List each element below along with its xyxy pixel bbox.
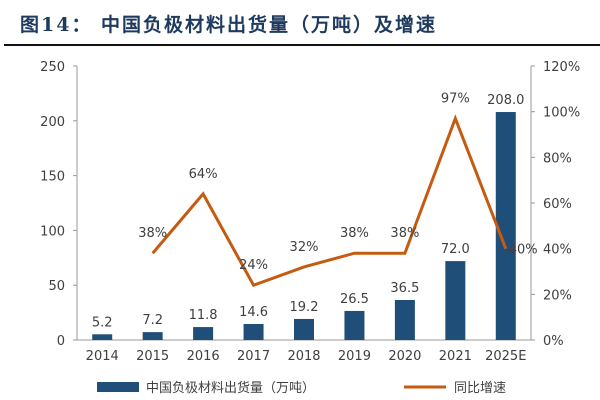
chart-title: 图14： 中国负极材料出货量（万吨）及增速 (20, 14, 438, 36)
line-label: 97% (441, 92, 470, 107)
bar (344, 310, 365, 340)
x-tick-label: 2021 (439, 349, 472, 364)
line-label: 38% (340, 226, 369, 241)
right-tick-label: 80% (543, 151, 572, 166)
right-tick-label: 60% (543, 197, 572, 212)
left-tick-label: 150 (40, 170, 65, 185)
bar (445, 261, 466, 340)
right-tick-label: 120% (543, 60, 580, 75)
bar (394, 299, 415, 340)
x-tick-label: 2015 (136, 349, 169, 364)
bar (294, 318, 314, 340)
left-tick-label: 0 (57, 334, 65, 349)
left-tick-label: 100 (40, 224, 65, 239)
growth-line (151, 114, 508, 288)
line-label: 32% (290, 240, 319, 255)
line-label: 24% (239, 258, 268, 273)
bar (92, 334, 113, 340)
right-tick-label: 0% (543, 334, 564, 349)
right-tick-label: 20% (543, 288, 572, 303)
legend-line-label: 同比增速 (454, 381, 506, 396)
x-tick-label: 2016 (187, 349, 220, 364)
bar-label: 19.2 (290, 300, 319, 315)
bar (243, 323, 264, 340)
x-tick-label: 2017 (237, 349, 270, 364)
bar-label: 208.0 (487, 93, 524, 108)
bar (495, 112, 516, 340)
x-tick-label: 2025E (485, 349, 526, 364)
left-tick-label: 250 (40, 60, 65, 75)
bar-label: 72.0 (441, 242, 470, 257)
line-label: 38% (138, 226, 167, 241)
left-tick-label: 50 (48, 279, 65, 294)
right-tick-label: 40% (543, 243, 572, 258)
bar-label: 7.2 (142, 313, 163, 328)
right-tick-label: 100% (543, 106, 580, 121)
bar-label: 26.5 (340, 292, 369, 307)
line-label: 64% (189, 167, 218, 182)
bar-label: 36.5 (390, 281, 419, 296)
bar-label: 11.8 (189, 308, 218, 323)
line-label: 38% (390, 226, 419, 241)
bar (193, 327, 214, 340)
x-tick-label: 2014 (86, 349, 119, 364)
legend-bar-label: 中国负极材料出货量（万吨） (146, 380, 315, 396)
line-label: 40% (509, 243, 538, 258)
x-tick-label: 2018 (287, 349, 320, 364)
bar-label: 5.2 (92, 315, 113, 330)
x-tick-label: 2019 (338, 349, 371, 364)
left-tick-label: 200 (40, 115, 65, 130)
bar (142, 332, 163, 340)
bar-label: 14.6 (239, 305, 268, 320)
title-divider (4, 44, 600, 46)
x-tick-label: 2020 (388, 349, 421, 364)
legend-bar-swatch (97, 382, 139, 392)
